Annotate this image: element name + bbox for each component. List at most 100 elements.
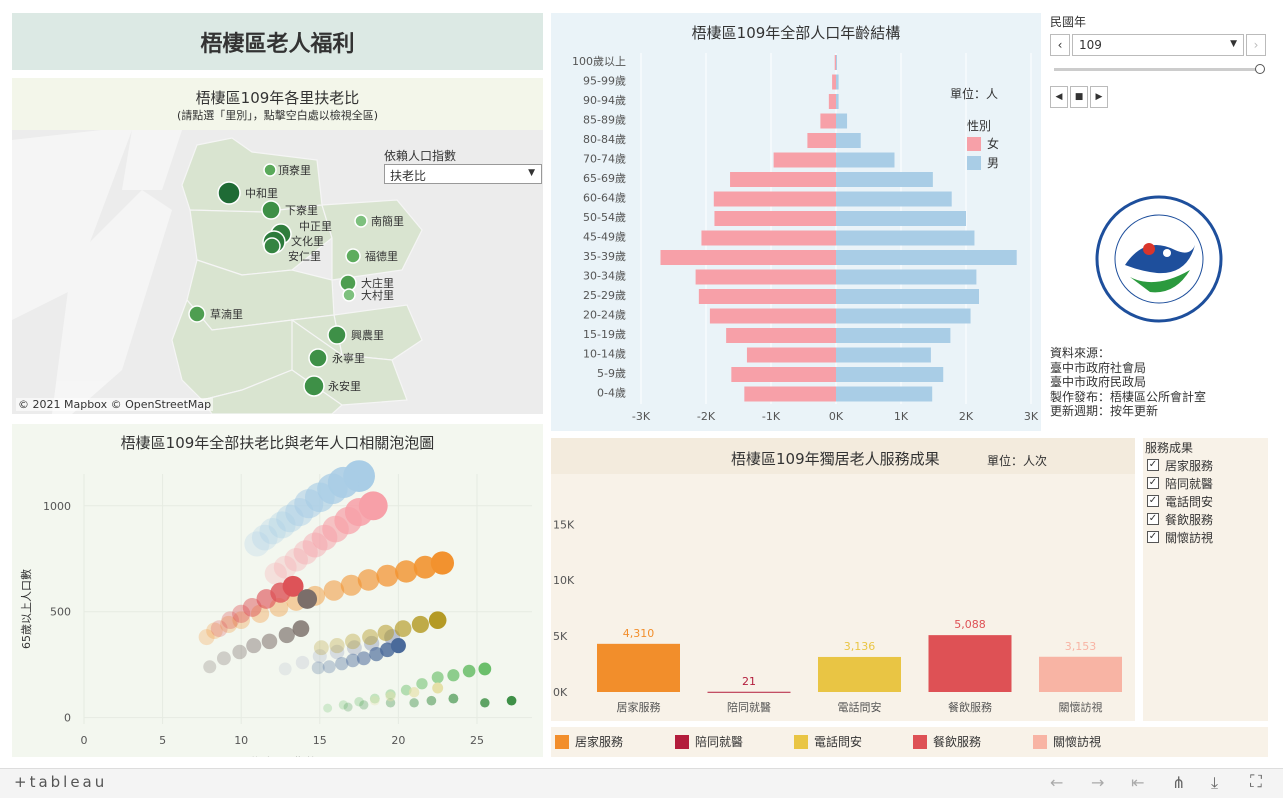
- service-bar[interactable]: [597, 643, 680, 692]
- bubble-point[interactable]: [261, 633, 278, 650]
- bubble-point[interactable]: [369, 695, 380, 706]
- bubble-point[interactable]: [462, 664, 476, 678]
- village-marker[interactable]: [188, 305, 206, 323]
- female-bar[interactable]: [701, 230, 836, 246]
- village-marker[interactable]: [308, 348, 328, 368]
- playback-back-button[interactable]: ◀: [1050, 86, 1068, 108]
- checkbox-checked-icon[interactable]: ✓: [1147, 531, 1159, 543]
- village-marker[interactable]: [345, 248, 361, 264]
- male-bar[interactable]: [836, 289, 979, 304]
- bubble-point[interactable]: [276, 504, 304, 533]
- bubble-point[interactable]: [232, 604, 251, 623]
- male-bar[interactable]: [836, 386, 933, 402]
- legend-item[interactable]: 電話問安: [794, 733, 862, 750]
- male-bar[interactable]: [836, 211, 966, 226]
- bubble-point[interactable]: [432, 682, 444, 694]
- bubble-point[interactable]: [311, 661, 325, 675]
- bubble-point[interactable]: [285, 498, 314, 527]
- female-bar[interactable]: [820, 113, 836, 129]
- year-slider-handle[interactable]: [1255, 64, 1265, 74]
- male-bar[interactable]: [836, 328, 951, 343]
- bubble-point[interactable]: [312, 649, 327, 664]
- bubble-point[interactable]: [221, 611, 239, 629]
- download-icon[interactable]: ⤓: [1211, 773, 1219, 792]
- male-bar[interactable]: [836, 172, 933, 187]
- bubble-point[interactable]: [431, 671, 444, 684]
- bubble-point[interactable]: [295, 655, 310, 670]
- service-bar[interactable]: [818, 656, 901, 692]
- bubble-point[interactable]: [385, 698, 396, 708]
- female-bar[interactable]: [828, 94, 836, 109]
- bubble-point[interactable]: [329, 638, 345, 654]
- female-bar[interactable]: [832, 74, 836, 90]
- bubble-point[interactable]: [292, 620, 310, 638]
- bubble-chart[interactable]: 0 5 10 15 20 25 0 500 1000 依賴人口指數 65歲以上人口數: [12, 454, 543, 757]
- bubble-point[interactable]: [278, 626, 295, 644]
- share-icon[interactable]: ⋔: [1172, 773, 1186, 792]
- bubble-point[interactable]: [356, 651, 371, 666]
- bubble-point[interactable]: [394, 620, 412, 638]
- bubble-point[interactable]: [413, 555, 437, 579]
- male-bar[interactable]: [836, 55, 837, 70]
- bubble-point[interactable]: [447, 669, 460, 682]
- village-marker[interactable]: [263, 237, 281, 255]
- service-bar[interactable]: [1039, 656, 1122, 692]
- female-bar[interactable]: [731, 367, 836, 382]
- bubble-point[interactable]: [293, 540, 318, 565]
- bubble-point[interactable]: [345, 633, 361, 650]
- bubble-point[interactable]: [264, 562, 287, 585]
- bubble-point[interactable]: [376, 564, 399, 587]
- bubble-point[interactable]: [323, 703, 333, 713]
- prev-year-button[interactable]: ‹: [1050, 34, 1070, 56]
- bubble-point[interactable]: [322, 660, 336, 674]
- bubble-point[interactable]: [430, 551, 455, 575]
- legend-female[interactable]: 女: [967, 135, 999, 152]
- village-marker[interactable]: [263, 163, 277, 177]
- male-bar[interactable]: [836, 347, 931, 363]
- female-bar[interactable]: [698, 289, 836, 304]
- bubble-point[interactable]: [259, 518, 286, 545]
- female-bar[interactable]: [695, 269, 836, 285]
- bubble-point[interactable]: [242, 598, 262, 617]
- male-bar[interactable]: [836, 308, 971, 324]
- checkbox-checked-icon[interactable]: ✓: [1147, 477, 1159, 489]
- village-marker[interactable]: [217, 181, 241, 205]
- checkbox-checked-icon[interactable]: ✓: [1147, 513, 1159, 525]
- village-map[interactable]: 頂寮里 中和里 下寮里 南簡里 中正里 文化里 安仁里 福德里 大庄里 大村里 草湳里 興農里 永寧里永…: [12, 130, 543, 414]
- bubble-point[interactable]: [294, 489, 324, 519]
- bubble-point[interactable]: [250, 604, 270, 623]
- legend-item[interactable]: 居家服務: [555, 733, 623, 750]
- bubble-point[interactable]: [428, 611, 447, 629]
- bubble-point[interactable]: [411, 615, 429, 634]
- bubble-point[interactable]: [426, 695, 437, 706]
- bubble-point[interactable]: [478, 662, 492, 676]
- female-bar[interactable]: [744, 386, 836, 402]
- bubble-point[interactable]: [198, 629, 215, 646]
- bubble-point[interactable]: [345, 653, 360, 668]
- bubble-point[interactable]: [480, 698, 490, 708]
- bubble-point[interactable]: [313, 640, 329, 656]
- village-marker[interactable]: [354, 214, 368, 228]
- bubble-point[interactable]: [408, 686, 420, 698]
- bubble-point[interactable]: [506, 695, 517, 706]
- bubble-point[interactable]: [340, 574, 362, 596]
- revert-icon[interactable]: ⇤: [1131, 773, 1145, 792]
- year-select[interactable]: 109 ▼: [1072, 34, 1244, 56]
- playback-forward-button[interactable]: ▶: [1090, 86, 1108, 108]
- bubble-point[interactable]: [357, 569, 380, 591]
- legend-item[interactable]: 陪同就醫: [675, 733, 743, 750]
- bubble-point[interactable]: [284, 548, 308, 572]
- female-bar[interactable]: [713, 191, 836, 207]
- male-bar[interactable]: [836, 367, 944, 382]
- male-bar[interactable]: [836, 94, 839, 109]
- bubble-point[interactable]: [416, 678, 428, 690]
- male-bar[interactable]: [836, 230, 975, 246]
- bubble-point[interactable]: [369, 646, 384, 662]
- bubble-point[interactable]: [311, 524, 338, 551]
- next-year-button[interactable]: ›: [1246, 34, 1266, 56]
- bubble-point[interactable]: [273, 555, 297, 579]
- population-pyramid[interactable]: -3K -2K -1K 0K 1K 2K 3K 100歲以上 95-99歲 90-94歲 85-89…: [551, 47, 1041, 431]
- filter-item-meal-service[interactable]: ✓ 餐飲服務: [1147, 510, 1213, 528]
- filter-item-home-service[interactable]: ✓ 居家服務: [1147, 456, 1213, 474]
- checkbox-checked-icon[interactable]: ✓: [1147, 459, 1159, 471]
